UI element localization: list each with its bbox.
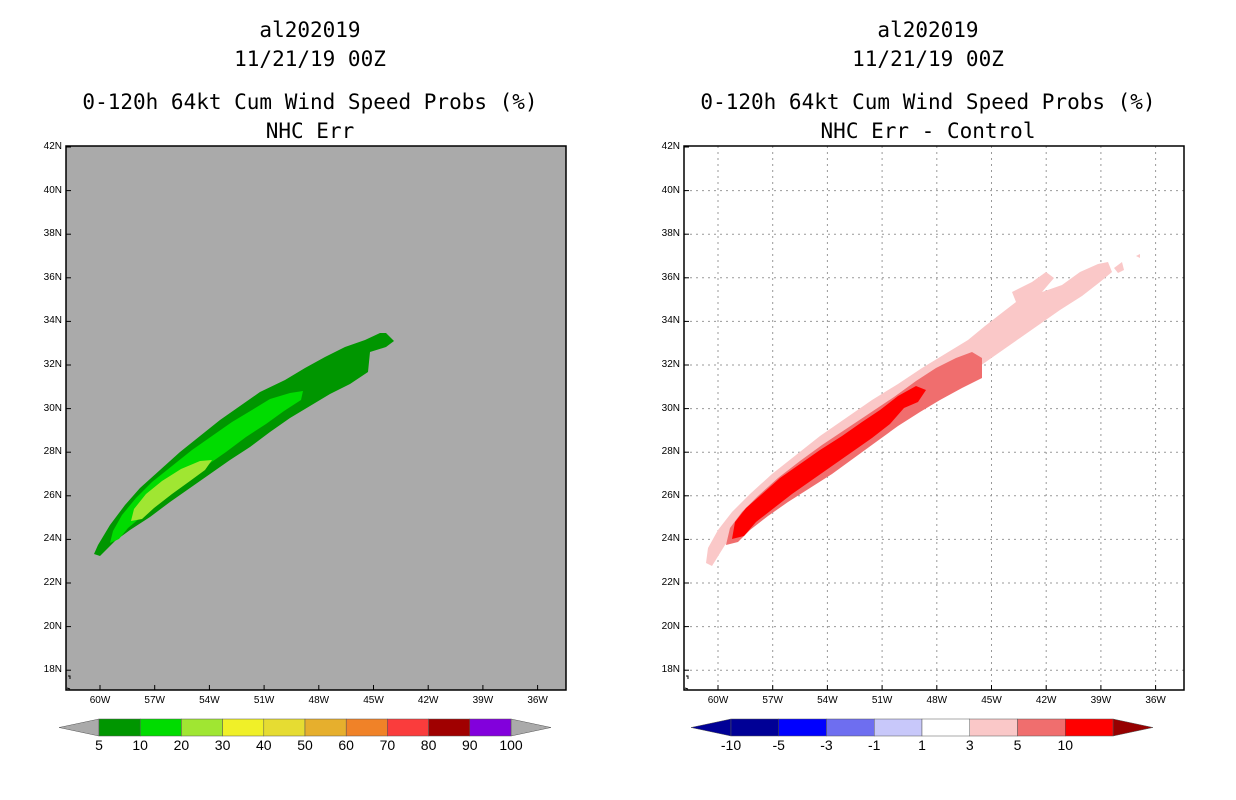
left-contour-10pct bbox=[110, 391, 303, 543]
left-x-label: 45W bbox=[363, 695, 384, 706]
right-y-label: 30N bbox=[661, 402, 680, 414]
right-y-label: 32N bbox=[661, 359, 680, 370]
right-colorbar-high-arrow bbox=[1112, 718, 1154, 737]
right-title-subtitle: NHC Err - Control bbox=[820, 119, 1036, 143]
right-contour-plus5 bbox=[732, 386, 926, 539]
left-contour-20pct bbox=[131, 460, 212, 521]
left-colorbar-label: 90 bbox=[462, 737, 478, 753]
right-colorbar-swatch bbox=[921, 718, 970, 737]
left-colorbar-label: 5 bbox=[95, 737, 103, 753]
right-y-label: 38N bbox=[661, 228, 680, 240]
right-y-label: 24N bbox=[661, 533, 680, 545]
right-x-label: 54W bbox=[817, 695, 838, 706]
right-colorbar-swatch bbox=[969, 718, 1018, 737]
right-x-label: 36W bbox=[1145, 695, 1166, 706]
left-y-label: 22N bbox=[43, 577, 62, 588]
right-colorbar-swatch bbox=[874, 718, 923, 737]
right-colorbar-swatch bbox=[1017, 718, 1066, 737]
left-y-label: 40N bbox=[43, 184, 62, 196]
left-coastline-fragment bbox=[66, 675, 71, 690]
right-colorbar-swatch bbox=[826, 718, 875, 737]
left-title-date: 11/21/19 00Z bbox=[234, 47, 386, 71]
left-x-label: 54W bbox=[199, 695, 220, 706]
left-colorbar-label: 100 bbox=[499, 737, 523, 753]
left-x-label: 60W bbox=[89, 695, 111, 706]
right-colorbar-label: 3 bbox=[965, 737, 974, 753]
left-x-label: 36W bbox=[527, 695, 548, 706]
left-colorbar-label: 30 bbox=[214, 737, 231, 753]
right-map-frame bbox=[683, 145, 1185, 691]
left-y-label: 26N bbox=[43, 489, 62, 501]
right-x-label: 45W bbox=[981, 695, 1002, 706]
right-x-label: 60W bbox=[707, 695, 729, 706]
right-colorbar-label: 10 bbox=[1057, 737, 1074, 753]
right-y-label: 42N bbox=[661, 141, 680, 152]
left-colorbar-label: 10 bbox=[132, 737, 148, 753]
right-y-label: 28N bbox=[661, 446, 680, 458]
right-title-storm: al202019 bbox=[877, 18, 979, 42]
left-y-label: 42N bbox=[43, 141, 62, 152]
left-title-subtitle: NHC Err bbox=[265, 119, 355, 143]
right-y-label: 40N bbox=[661, 184, 680, 196]
left-y-label: 20N bbox=[43, 620, 62, 632]
left-x-label: 42W bbox=[417, 695, 439, 706]
left-colorbar-label: 80 bbox=[420, 737, 437, 753]
left-map-frame bbox=[65, 145, 567, 691]
left-y-label: 34N bbox=[43, 315, 62, 327]
left-x-label: 57W bbox=[144, 695, 165, 706]
right-coastline-fragment bbox=[684, 675, 689, 690]
left-contour-5pct bbox=[94, 333, 394, 556]
right-y-label: 18N bbox=[661, 664, 680, 676]
right-y-label: 20N bbox=[661, 620, 680, 632]
left-y-label: 32N bbox=[43, 359, 62, 370]
right-colorbar-label: 1 bbox=[918, 737, 926, 753]
right-colorbar-swatch bbox=[1065, 718, 1114, 737]
right-colorbar-swatch bbox=[778, 718, 827, 737]
right-y-label: 26N bbox=[661, 489, 680, 501]
left-x-label: 48W bbox=[308, 695, 330, 706]
left-colorbar-label: 60 bbox=[338, 737, 354, 753]
right-title-product: 0-120h 64kt Cum Wind Speed Probs (%) bbox=[700, 90, 1156, 114]
right-colorbar-label: -3 bbox=[820, 737, 833, 753]
left-colorbar-label: 50 bbox=[297, 737, 313, 753]
left-x-label: 39W bbox=[472, 695, 494, 706]
left-colorbar-label: 70 bbox=[379, 737, 396, 753]
left-y-label: 30N bbox=[43, 402, 62, 414]
left-y-label: 18N bbox=[43, 664, 62, 676]
left-colorbar-swatch bbox=[469, 718, 512, 737]
left-y-label: 24N bbox=[43, 533, 62, 545]
right-colorbar-low-arrow bbox=[690, 718, 732, 737]
right-title-date: 11/21/19 00Z bbox=[852, 47, 1004, 71]
left-y-label: 28N bbox=[43, 446, 62, 458]
right-y-label: 36N bbox=[661, 271, 680, 283]
right-x-label: 42W bbox=[1035, 695, 1057, 706]
left-colorbar-label: 40 bbox=[256, 737, 272, 753]
right-y-label: 22N bbox=[661, 577, 680, 588]
right-colorbar-swatch bbox=[730, 718, 779, 737]
right-y-label: 34N bbox=[661, 315, 680, 327]
left-y-label: 36N bbox=[43, 271, 62, 283]
right-colorbar-label: -1 bbox=[868, 737, 881, 753]
left-map-background bbox=[66, 146, 566, 690]
right-colorbar-label: -5 bbox=[772, 737, 785, 753]
left-colorbar-label: 20 bbox=[173, 737, 190, 753]
right-x-label: 39W bbox=[1090, 695, 1112, 706]
right-x-label: 51W bbox=[871, 695, 893, 706]
right-colorbar-label: 5 bbox=[1013, 737, 1022, 753]
left-title-product: 0-120h 64kt Cum Wind Speed Probs (%) bbox=[82, 90, 538, 114]
right-colorbar-label: -10 bbox=[720, 737, 742, 753]
right-x-label: 57W bbox=[762, 695, 783, 706]
left-x-label: 51W bbox=[253, 695, 275, 706]
left-y-label: 38N bbox=[43, 228, 62, 240]
left-title-storm: al202019 bbox=[259, 18, 361, 42]
right-x-label: 48W bbox=[926, 695, 948, 706]
